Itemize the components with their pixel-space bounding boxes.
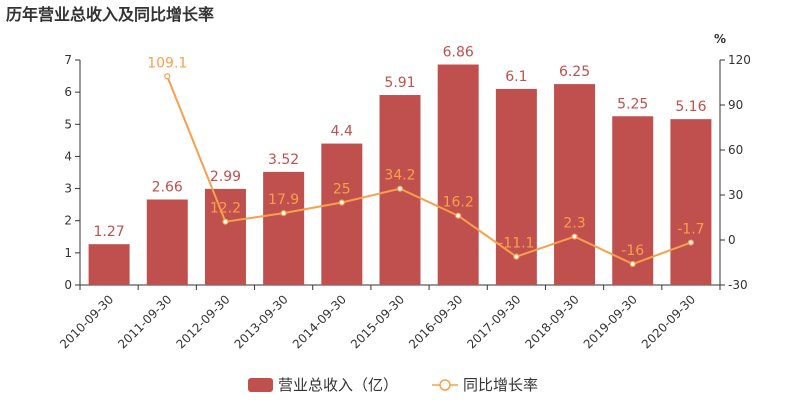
- y-left-tick-label: 2: [64, 214, 72, 228]
- revenue-bar-label: 6.25: [559, 64, 590, 80]
- growth-rate-line: [166, 75, 692, 266]
- revenue-bar: [88, 244, 130, 285]
- x-tick-label: 2010-09-30: [57, 292, 116, 351]
- revenue-bar-label: 3.52: [268, 152, 299, 168]
- revenue-bar-label: 2.99: [210, 169, 241, 185]
- revenue-bar: [437, 64, 479, 285]
- chart-title: 历年营业总收入及同比增长率: [6, 5, 214, 24]
- x-tick-label: 2020-09-30: [639, 292, 698, 351]
- x-tick-label: 2017-09-30: [464, 292, 523, 351]
- y-right-tick-label: 60: [728, 143, 743, 157]
- growth-rate-label: 12.2: [210, 201, 241, 217]
- legend: 营业总收入（亿） 同比增长率: [248, 376, 538, 394]
- growth-rate-label: -16: [621, 243, 644, 259]
- revenue-bar-label: 5.16: [675, 99, 706, 115]
- legend-bar-label: 营业总收入（亿）: [278, 376, 398, 394]
- growth-rate-point: [455, 212, 462, 219]
- y-right-tick-label: -30: [728, 278, 748, 292]
- x-tick-label: 2018-09-30: [523, 292, 582, 351]
- growth-rate-label: -1.7: [677, 222, 704, 238]
- x-tick-label: 2015-09-30: [348, 292, 407, 351]
- growth-rate-point: [164, 73, 171, 80]
- growth-rate-point: [280, 210, 287, 217]
- revenue-bar: [670, 119, 712, 286]
- revenue-bar-label: 4.4: [331, 124, 353, 140]
- y-left-tick-label: 0: [64, 278, 72, 292]
- growth-rate-label: 17.9: [268, 192, 299, 208]
- y-left-tick-label: 3: [64, 182, 72, 196]
- y-left-tick-label: 4: [64, 149, 72, 163]
- y-right-tick-label: 120: [728, 53, 751, 67]
- legend-line-marker: [439, 379, 451, 391]
- growth-rate-label: 109.1: [147, 55, 187, 71]
- revenue-bar-label: 6.86: [443, 45, 474, 61]
- x-tick-label: 2011-09-30: [115, 292, 174, 351]
- revenue-bar: [204, 188, 246, 285]
- revenue-bar-label: 2.66: [152, 180, 183, 196]
- revenue-bar-label: 1.27: [94, 224, 125, 240]
- x-tick-label: 2014-09-30: [290, 292, 349, 351]
- legend-line-label: 同比增长率: [463, 376, 538, 394]
- line-series: 109.1 12.2 17.9 25 34.2 16.2 -11.1 2.3 -16 -1.7: [147, 55, 705, 268]
- x-tick-label: 2016-09-30: [406, 292, 465, 351]
- growth-rate-label: 25: [333, 182, 351, 198]
- growth-rate-point: [338, 199, 345, 206]
- growth-rate-point: [222, 218, 229, 225]
- growth-rate-point: [513, 253, 520, 260]
- growth-rate-label: 16.2: [443, 195, 474, 211]
- growth-rate-label: 34.2: [384, 168, 415, 184]
- revenue-bar: [554, 84, 596, 285]
- y-left-tick-label: 7: [64, 53, 72, 67]
- growth-rate-label: 2.3: [563, 216, 585, 232]
- revenue-bar: [146, 199, 188, 285]
- y-left-tick-label: 6: [64, 85, 72, 99]
- growth-rate-point: [396, 185, 404, 192]
- legend-bar-swatch: [248, 378, 273, 392]
- y-right-unit-label: %: [714, 32, 726, 46]
- bar-series: 1.27 2.66 2.99 3.52 4.4 5.91 6.86 6.1 6.25 5.25 5.…: [88, 45, 712, 286]
- revenue-bar-label: 6.1: [505, 69, 527, 85]
- y-left-tick-label: 1: [64, 246, 72, 260]
- growth-rate-point: [571, 233, 578, 240]
- revenue-bar-label: 5.91: [384, 75, 415, 91]
- growth-rate-label: -11.1: [498, 236, 534, 252]
- x-tick-label: 2012-09-30: [173, 292, 232, 351]
- y-right-tick-label: 90: [728, 98, 743, 112]
- revenue-bar: [321, 143, 363, 285]
- y-right-tick-label: 30: [728, 188, 743, 202]
- y-left-tick-label: 5: [64, 117, 72, 131]
- y-right-tick-label: 0: [728, 233, 736, 247]
- growth-rate-point: [687, 239, 695, 246]
- revenue-bar-label: 5.25: [617, 96, 648, 112]
- x-tick-label: 2019-09-30: [581, 292, 640, 351]
- x-tick-label: 2013-09-30: [232, 292, 291, 351]
- growth-rate-point: [629, 260, 636, 268]
- revenue-bar: [263, 171, 305, 285]
